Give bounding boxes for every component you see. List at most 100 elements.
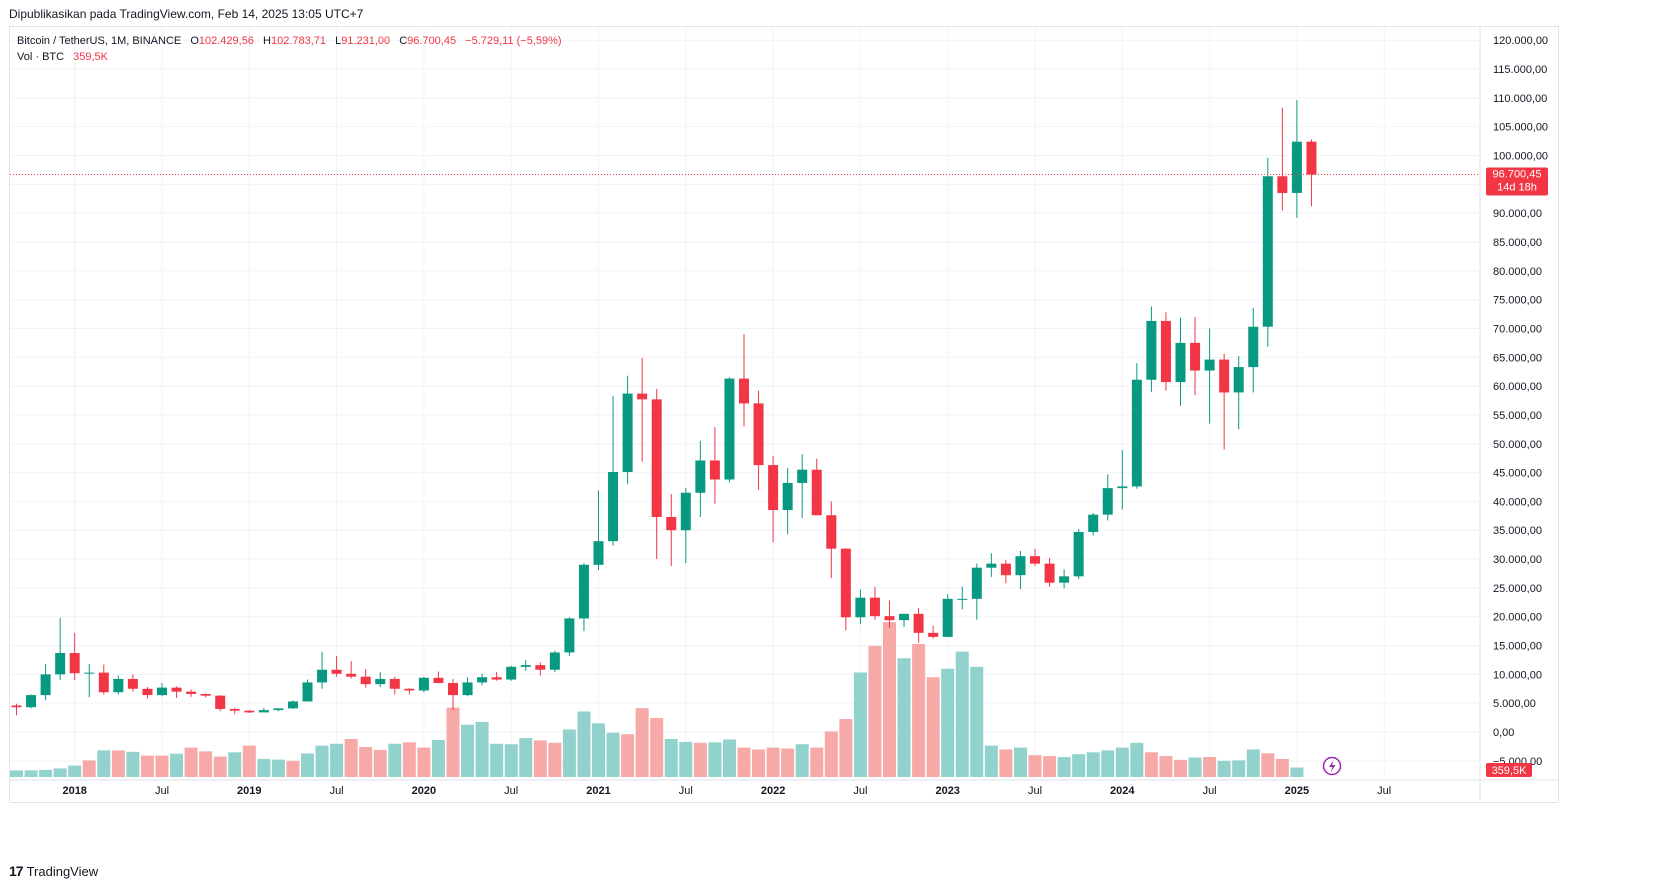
candle-body bbox=[69, 653, 80, 674]
candle-body bbox=[797, 469, 808, 483]
volume-bar bbox=[795, 744, 809, 777]
volume-bar bbox=[1232, 760, 1246, 777]
y-tick-label: 30.000,00 bbox=[1493, 554, 1542, 566]
volume-bar bbox=[330, 743, 344, 777]
candle-body bbox=[433, 677, 444, 683]
candle-body bbox=[753, 403, 764, 466]
volume-bar bbox=[1086, 752, 1100, 777]
volume-bar bbox=[228, 752, 242, 777]
candle-body bbox=[680, 492, 691, 531]
candle-body bbox=[491, 677, 502, 680]
candle-body bbox=[869, 597, 880, 617]
candle-body bbox=[782, 482, 793, 511]
y-tick-label: 20.000,00 bbox=[1493, 612, 1542, 624]
volume-bar bbox=[897, 658, 911, 777]
volume-bar bbox=[1101, 750, 1115, 777]
x-tick-label: 2025 bbox=[1285, 785, 1309, 797]
candle-body bbox=[113, 678, 124, 693]
volume-bar bbox=[199, 751, 213, 777]
volume-bar bbox=[1115, 747, 1129, 777]
candle-body bbox=[171, 687, 182, 692]
candle-body bbox=[709, 460, 720, 480]
y-tick-label: 50.000,00 bbox=[1493, 439, 1542, 451]
candle-body bbox=[302, 682, 313, 702]
volume-bar bbox=[490, 743, 504, 777]
change-value: −5.729,11 (−5,59%) bbox=[465, 35, 562, 47]
volume-bar bbox=[970, 666, 984, 777]
volume-bar bbox=[693, 742, 707, 777]
lightning-bolt-icon bbox=[1329, 760, 1336, 773]
volume-bar bbox=[926, 677, 940, 777]
price-tag-countdown: 14d 18h bbox=[1497, 182, 1537, 194]
candle-body bbox=[477, 677, 488, 683]
y-tick-label: 70.000,00 bbox=[1493, 323, 1542, 335]
low-label: L bbox=[335, 35, 342, 47]
volume-bar bbox=[810, 747, 824, 777]
volume-bar bbox=[679, 741, 693, 777]
volume-bar bbox=[737, 747, 751, 777]
candle-body bbox=[317, 669, 328, 683]
volume-bar bbox=[184, 747, 198, 777]
x-tick-label: 2024 bbox=[1110, 785, 1135, 797]
volume-bar bbox=[519, 738, 533, 777]
volume-bar bbox=[621, 734, 635, 777]
candle-body bbox=[578, 564, 589, 619]
candle-body bbox=[1291, 141, 1302, 193]
price-legend-row: Bitcoin / TetherUS, 1M, BINANCE O102.429… bbox=[17, 33, 562, 49]
candle-body bbox=[1306, 141, 1317, 175]
candle-body bbox=[215, 695, 226, 709]
candle-body bbox=[127, 678, 138, 689]
candle-body bbox=[287, 701, 298, 709]
high-value: 102.783,71 bbox=[270, 35, 327, 47]
volume-bar bbox=[301, 753, 314, 777]
volume-bar bbox=[315, 745, 329, 777]
volume-bar bbox=[722, 739, 736, 777]
y-tick-label: 80.000,00 bbox=[1493, 266, 1542, 278]
x-tick-label: 2023 bbox=[935, 785, 959, 797]
volume-bar bbox=[1028, 755, 1042, 777]
candle-body bbox=[971, 567, 982, 599]
candle-body bbox=[40, 674, 51, 696]
volume-bar bbox=[1144, 752, 1158, 777]
candle-body bbox=[448, 682, 458, 696]
volume-bar bbox=[941, 668, 955, 777]
candle-body bbox=[1160, 320, 1171, 383]
chart-frame bbox=[9, 26, 1559, 803]
candle-body bbox=[535, 665, 546, 670]
volume-bar bbox=[170, 753, 184, 777]
candle-body bbox=[564, 618, 575, 653]
y-tick-label: 0,00 bbox=[1493, 727, 1514, 739]
volume-bar bbox=[257, 758, 271, 777]
candle-body bbox=[1117, 486, 1128, 489]
candle-body bbox=[1204, 359, 1215, 371]
candle-body bbox=[1073, 531, 1084, 577]
volume-bar bbox=[708, 742, 722, 777]
volume-tag-box bbox=[1486, 763, 1532, 777]
candle-body bbox=[229, 708, 240, 711]
tradingview-logo-icon: 17 bbox=[9, 863, 24, 879]
footer-brand: 17 TradingView bbox=[9, 863, 98, 879]
candle-body bbox=[724, 378, 735, 480]
candle-body bbox=[258, 710, 269, 713]
candle-body bbox=[418, 677, 429, 691]
candle-body bbox=[1175, 342, 1186, 383]
volume-bar bbox=[650, 718, 664, 777]
volume-bar bbox=[883, 622, 896, 777]
volume-bar bbox=[1174, 759, 1187, 777]
volume-bar bbox=[1275, 758, 1289, 777]
candle-body bbox=[462, 682, 473, 696]
candle-body bbox=[331, 669, 342, 674]
candle-body bbox=[608, 471, 619, 542]
candle-body bbox=[666, 516, 677, 531]
volume-bar bbox=[446, 707, 460, 777]
close-value: 96.700,45 bbox=[407, 35, 457, 47]
volume-bar bbox=[388, 743, 402, 777]
candle-body bbox=[142, 688, 153, 696]
volume-bar bbox=[461, 724, 475, 777]
candle-body bbox=[244, 710, 255, 713]
y-tick-label: 115.000,00 bbox=[1493, 64, 1547, 76]
volume-bar bbox=[111, 750, 125, 777]
candle-body bbox=[957, 598, 968, 600]
brand-name: TradingView bbox=[26, 863, 99, 879]
